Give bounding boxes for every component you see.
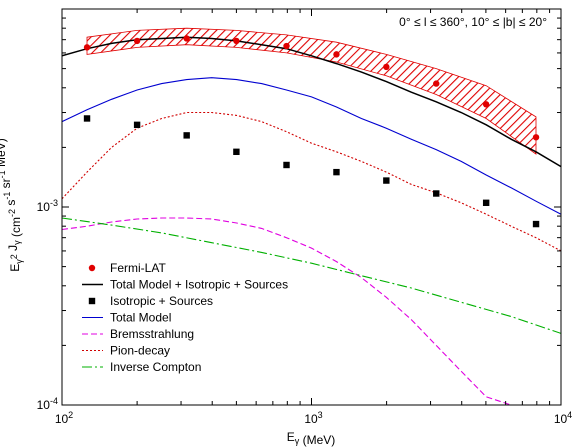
series-isotropic-sources-point — [83, 115, 91, 122]
region-annotation: 0° ≤ l ≤ 360°, 10° ≤ |b| ≤ 20° — [399, 15, 547, 29]
series-fermi-lat-point — [433, 80, 440, 87]
fermi-lat-error-band — [86, 27, 537, 155]
series-fermi-lat-point — [532, 134, 540, 141]
y-axis-label: Eγ2 Jγ (cm-2 s-1 sr-1 MeV) — [0, 138, 24, 271]
series-fermi-lat-point — [83, 44, 91, 51]
series-fermi-lat-point — [133, 37, 141, 45]
x-axis-label: Eγ (MeV) — [287, 430, 336, 447]
series-isotropic-sources-point — [383, 177, 390, 184]
series-isotropic-sources-point — [433, 190, 440, 197]
series-fermi-lat-point — [183, 35, 190, 42]
series-isotropic-sources-point — [283, 161, 290, 169]
series-fermi-lat-point — [233, 37, 240, 45]
series-isotropic-sources-point — [482, 199, 490, 207]
series-isotropic-sources-point — [532, 220, 540, 228]
legend-swatch-fermi-lat — [88, 264, 96, 272]
legend: Fermi-LAT Total Model + Isotropic + Sourc… — [82, 261, 288, 374]
legend-label-total-model: Total Model — [110, 311, 171, 325]
series-isotropic-sources-point — [183, 132, 190, 139]
series-fermi-lat-point — [333, 51, 340, 58]
series-bremsstrahlung-line — [62, 217, 512, 405]
x-tick-label: 103 — [304, 410, 322, 426]
legend-label-total-model-isotropic-sources: Total Model + Isotropic + Sources — [110, 278, 288, 292]
legend-swatch-isotropic-sources — [88, 297, 96, 305]
legend-label-fermi-lat: Fermi-LAT — [110, 261, 166, 275]
series-fermi-lat-point — [482, 101, 490, 108]
legend-label-bremsstrahlung: Bremsstrahlung — [110, 327, 194, 341]
series-isotropic-sources-point — [133, 121, 141, 129]
series-pion-decay-line — [62, 111, 561, 252]
series-total-model-isotropic-sources-line — [62, 36, 561, 168]
legend-label-isotropic-sources: Isotropic + Sources — [110, 294, 213, 308]
x-tick-label: 104 — [554, 410, 572, 426]
series-isotropic-sources-point — [233, 148, 240, 156]
x-tick-label: 102 — [55, 410, 73, 426]
series-inverse-compton-line — [62, 217, 561, 334]
y-tick-label: 10-3 — [37, 198, 58, 214]
legend-label-pion-decay: Pion-decay — [110, 344, 170, 358]
series-fermi-lat-point — [283, 42, 290, 50]
series-isotropic-sources-point — [333, 168, 340, 176]
series-fermi-lat-point — [383, 63, 390, 71]
y-tick-label: 10-4 — [37, 396, 58, 412]
legend-label-inverse-compton: Inverse Compton — [110, 360, 201, 374]
series-total-model-line — [62, 77, 561, 215]
